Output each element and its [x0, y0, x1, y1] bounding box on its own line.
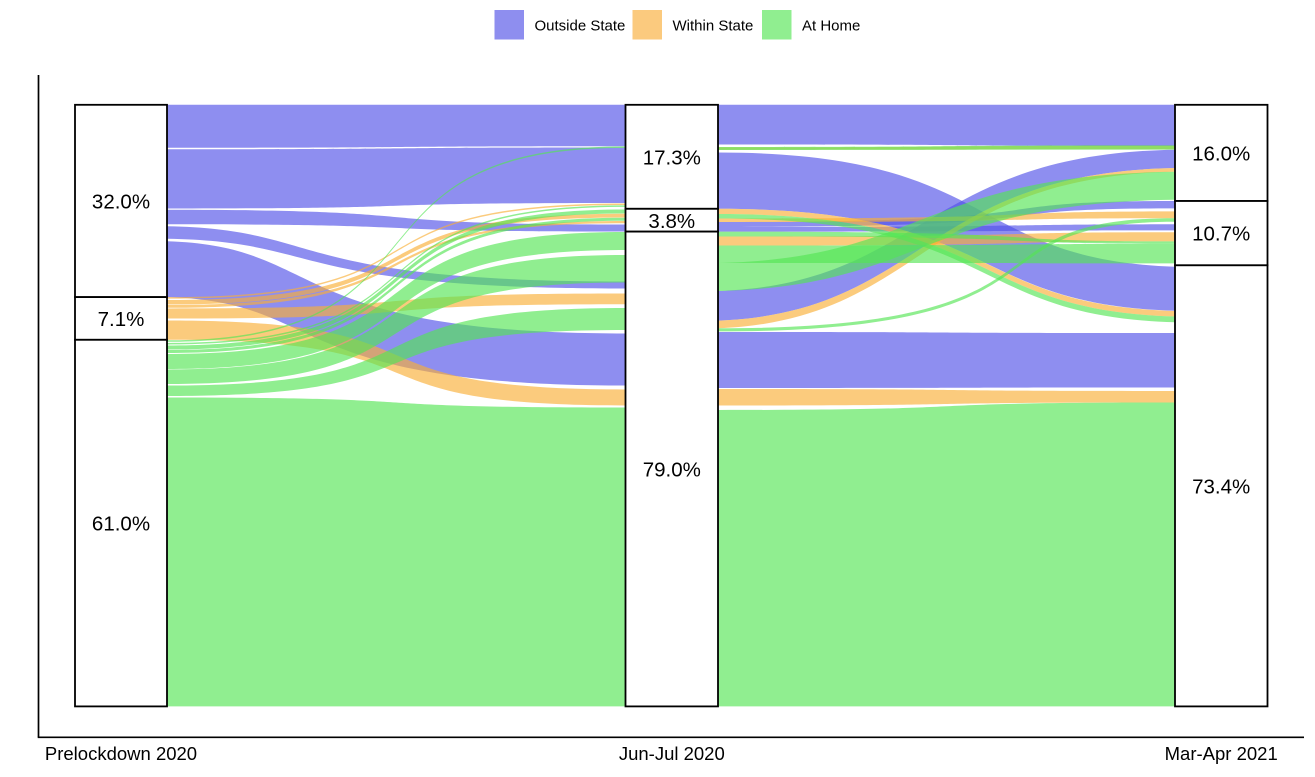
svg-text:Jun-Jul 2020: Jun-Jul 2020	[619, 743, 725, 764]
svg-text:61.0%: 61.0%	[92, 513, 150, 536]
svg-text:32.0%: 32.0%	[92, 191, 150, 214]
svg-text:16.0%: 16.0%	[1192, 143, 1250, 166]
svg-text:Prelockdown 2020: Prelockdown 2020	[45, 743, 197, 764]
svg-text:10.7%: 10.7%	[1192, 223, 1250, 246]
svg-text:Mar-Apr 2021: Mar-Apr 2021	[1165, 743, 1278, 764]
svg-text:7.1%: 7.1%	[98, 308, 145, 331]
svg-text:73.4%: 73.4%	[1192, 475, 1250, 498]
svg-text:Outside State: Outside State	[535, 18, 626, 35]
svg-text:17.3%: 17.3%	[643, 146, 701, 169]
svg-text:79.0%: 79.0%	[643, 459, 701, 482]
svg-text:At Home: At Home	[802, 18, 860, 35]
svg-text:3.8%: 3.8%	[648, 210, 695, 233]
svg-text:Within State: Within State	[673, 18, 754, 35]
